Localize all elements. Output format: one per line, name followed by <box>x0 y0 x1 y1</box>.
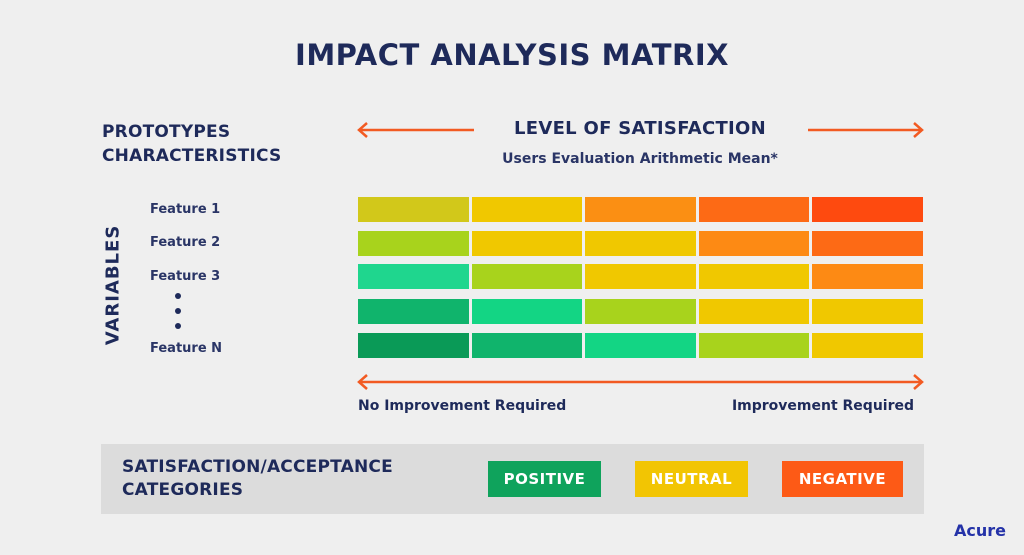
legend-neutral: NEUTRAL <box>635 461 748 497</box>
matrix-cell <box>812 264 923 289</box>
matrix-cell <box>698 299 810 324</box>
ellipsis-dot <box>175 308 181 314</box>
right-arrow-top <box>808 122 924 138</box>
left-arrow-top <box>357 122 474 138</box>
feature-label-1: Feature 1 <box>150 202 221 217</box>
matrix-cell <box>585 299 696 324</box>
legend-negative: NEGATIVE <box>782 461 903 497</box>
legend-title-line-1: SATISFACTION/ACCEPTANCE <box>122 457 393 477</box>
ellipsis-dot <box>175 293 181 299</box>
feature-label-2: Feature 2 <box>150 235 221 250</box>
matrix-row <box>358 299 923 324</box>
matrix-cell <box>698 333 810 358</box>
matrix-cell <box>471 197 583 222</box>
matrix-row <box>358 231 923 256</box>
matrix-cell <box>358 333 469 358</box>
matrix-cell <box>471 264 583 289</box>
no-improvement-label: No Improvement Required <box>358 398 567 414</box>
scale-double-arrow <box>357 374 924 390</box>
legend-title: SATISFACTION/ACCEPTANCE CATEGORIES <box>122 456 462 502</box>
matrix-cell <box>812 333 923 358</box>
matrix-cell <box>585 264 696 289</box>
matrix-row <box>358 333 923 358</box>
variables-label: VARIABLES <box>102 224 124 346</box>
matrix-row <box>358 197 923 222</box>
legend-title-line-2: CATEGORIES <box>122 480 244 500</box>
matrix-cell <box>812 197 923 222</box>
prototypes-label-line-2: CHARACTERISTICS <box>102 146 282 166</box>
matrix-cell <box>585 197 696 222</box>
matrix-cell <box>471 231 583 256</box>
legend-positive: POSITIVE <box>488 461 601 497</box>
page-title: IMPACT ANALYSIS MATRIX <box>295 38 729 72</box>
prototypes-characteristics-label: PROTOTYPES CHARACTERISTICS <box>102 120 342 168</box>
matrix-cell <box>812 231 923 256</box>
matrix-cell <box>812 299 923 324</box>
matrix-cell <box>471 299 583 324</box>
matrix-cell <box>358 231 469 256</box>
matrix-row <box>358 264 923 289</box>
matrix-cell <box>358 299 469 324</box>
satisfaction-subtitle: Users Evaluation Arithmetic Mean* <box>502 151 778 167</box>
brand-logo: Acure <box>954 521 1006 540</box>
matrix-cell <box>698 264 810 289</box>
feature-label-3: Feature 3 <box>150 269 221 284</box>
matrix-cell <box>585 333 696 358</box>
ellipsis-dot <box>175 323 181 329</box>
prototypes-label-line-1: PROTOTYPES <box>102 122 231 142</box>
satisfaction-title: LEVEL OF SATISFACTION <box>513 118 767 139</box>
feature-label-n: Feature N <box>150 341 223 356</box>
improvement-label: Improvement Required <box>731 398 914 414</box>
matrix-cell <box>358 264 469 289</box>
matrix-cell <box>585 231 696 256</box>
matrix-cell <box>698 231 810 256</box>
matrix-cell <box>358 197 469 222</box>
matrix-cell <box>471 333 583 358</box>
matrix-cell <box>698 197 810 222</box>
